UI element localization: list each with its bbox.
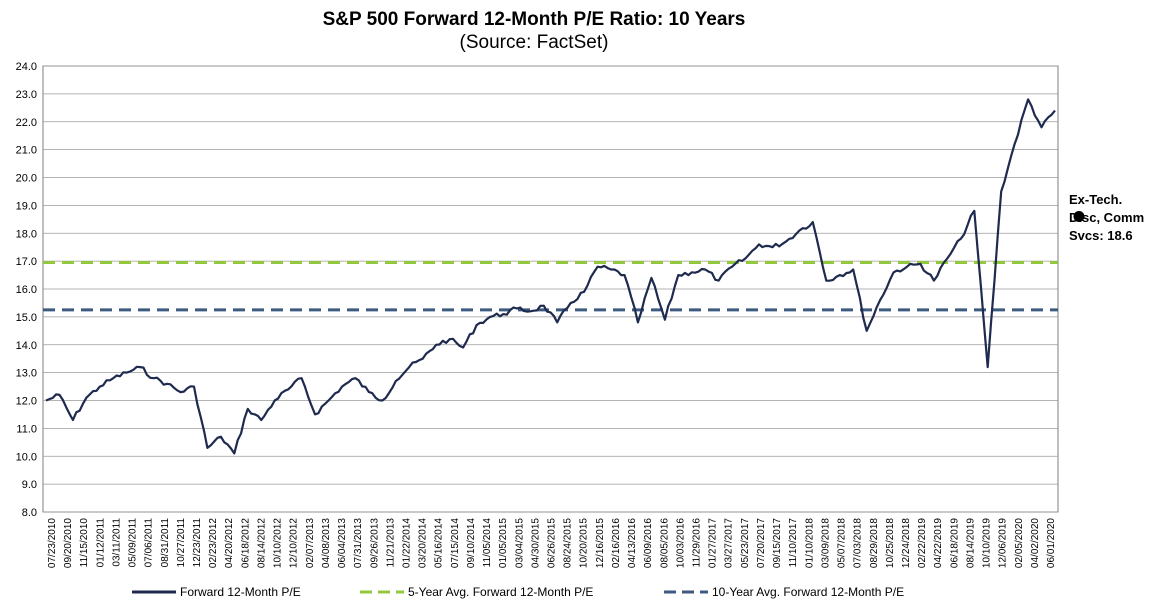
x-tick-label: 07/03/2018 [853, 518, 864, 568]
x-tick-label: 05/23/2017 [740, 518, 751, 568]
x-tick-label: 06/09/2016 [643, 518, 654, 568]
x-tick-label: 04/02/2020 [1030, 518, 1041, 568]
annotation-marker [1073, 211, 1085, 223]
y-tick-label: 10.0 [16, 451, 37, 463]
x-tick-label: 11/10/2017 [788, 518, 799, 568]
y-tick-label: 19.0 [16, 200, 37, 212]
x-tick-label: 08/29/2018 [869, 518, 880, 568]
x-tick-label: 12/06/2019 [998, 518, 1009, 568]
x-tick-label: 06/18/2012 [240, 518, 251, 568]
x-tick-label: 10/10/2019 [982, 518, 993, 568]
y-tick-label: 8.0 [22, 507, 37, 519]
x-tick-label: 12/16/2015 [595, 518, 606, 568]
annotation-line-3: Svcs: 18.6 [1069, 228, 1133, 243]
y-tick-label: 14.0 [16, 340, 37, 352]
x-tick-label: 03/27/2017 [724, 518, 735, 568]
y-tick-label: 21.0 [16, 145, 37, 157]
legend-label-pe: Forward 12-Month P/E [180, 585, 301, 599]
x-tick-label: 03/09/2018 [820, 518, 831, 568]
x-tick-label: 05/16/2014 [434, 518, 445, 568]
x-tick-label: 04/13/2016 [627, 518, 638, 568]
x-tick-label: 05/07/2018 [837, 518, 848, 568]
x-tick-label: 10/03/2016 [675, 518, 686, 568]
average-lines [43, 261, 1058, 312]
x-tick-label: 02/07/2013 [305, 518, 316, 568]
y-tick-label: 15.0 [16, 312, 37, 324]
x-tick-label: 05/09/2011 [128, 518, 139, 568]
x-tick-label: 10/20/2015 [579, 518, 590, 568]
x-tick-label: 10/25/2018 [885, 518, 896, 568]
x-tick-label: 07/31/2013 [353, 518, 364, 568]
x-tick-label: 10/10/2012 [273, 518, 284, 568]
forward-pe-line [45, 98, 1056, 455]
chart-title: S&P 500 Forward 12-Month P/E Ratio: 10 Y… [323, 9, 746, 30]
x-tick-label: 09/15/2017 [772, 518, 783, 568]
x-tick-label: 06/01/2020 [1046, 518, 1057, 568]
x-tick-label: 02/05/2020 [1014, 518, 1025, 568]
chart-subtitle: (Source: FactSet) [460, 32, 609, 53]
y-tick-label: 20.0 [16, 173, 37, 185]
y-tick-label: 11.0 [16, 423, 37, 435]
x-tick-label: 11/15/2010 [79, 518, 90, 568]
x-tick-label: 10/27/2011 [176, 518, 187, 568]
pe-series [45, 98, 1056, 455]
x-tick-label: 08/14/2019 [965, 518, 976, 568]
x-tick-label: 08/31/2011 [160, 518, 171, 568]
y-tick-label: 22.0 [16, 117, 37, 129]
x-tick-label: 01/22/2014 [401, 518, 412, 568]
y-tick-label: 18.0 [16, 228, 37, 240]
x-tick-label: 06/26/2015 [547, 518, 558, 568]
x-tick-label: 06/04/2013 [337, 518, 348, 568]
x-tick-label: 04/20/2012 [224, 518, 235, 568]
x-tick-label: 02/16/2016 [611, 518, 622, 568]
y-tick-label: 9.0 [22, 479, 37, 491]
x-tick-label: 08/14/2012 [256, 518, 267, 568]
x-tick-label: 12/10/2012 [289, 518, 300, 568]
x-tick-label: 06/18/2019 [949, 518, 960, 568]
y-tick-label: 12.0 [16, 396, 37, 408]
ex-tech-annotation: Ex-Tech. Disc, Comm Svcs: 18.6 [1069, 192, 1144, 243]
x-tick-label: 02/22/2019 [917, 518, 928, 568]
x-tick-label: 08/05/2016 [659, 518, 670, 568]
x-tick-label: 09/26/2013 [369, 518, 380, 568]
legend-label-10yr: 10-Year Avg. Forward 12-Month P/E [712, 585, 904, 599]
y-tick-label: 24.0 [16, 61, 37, 73]
x-tick-label: 03/20/2014 [418, 518, 429, 568]
legend: Forward 12-Month P/E 5-Year Avg. Forward… [132, 585, 904, 599]
x-tick-label: 09/10/2014 [466, 518, 477, 568]
annotation-line-1: Ex-Tech. [1069, 192, 1122, 207]
y-axis: 24.0 23.0 22.0 21.0 20.0 19.0 18.0 17.0 16.0 15.0… [16, 61, 37, 519]
x-tick-label: 03/11/2011 [111, 518, 122, 567]
y-tick-label: 16.0 [16, 284, 37, 296]
x-tick-label: 12/23/2011 [192, 518, 203, 568]
x-tick-label: 09/20/2010 [63, 518, 74, 568]
y-tick-label: 23.0 [16, 89, 37, 101]
x-tick-label: 07/23/2010 [47, 518, 58, 568]
x-tick-label: 04/22/2019 [933, 518, 944, 568]
x-tick-label: 11/21/2013 [385, 518, 396, 568]
legend-label-5yr: 5-Year Avg. Forward 12-Month P/E [408, 585, 593, 599]
x-tick-label: 01/27/2017 [708, 518, 719, 568]
x-tick-label: 04/30/2015 [530, 518, 541, 568]
x-tick-label: 11/29/2016 [692, 518, 703, 568]
x-tick-label: 12/24/2018 [901, 518, 912, 568]
x-tick-label: 07/20/2017 [756, 518, 767, 568]
x-axis: 07/23/2010 09/20/2010 11/15/2010 01/12/2011… [47, 518, 1057, 568]
x-tick-label: 01/12/2011 [95, 518, 106, 568]
x-tick-label: 07/15/2014 [450, 518, 461, 568]
y-tick-label: 13.0 [16, 368, 37, 380]
x-tick-label: 08/24/2015 [563, 518, 574, 568]
x-tick-label: 02/23/2012 [208, 518, 219, 568]
x-tick-label: 03/04/2015 [514, 518, 525, 568]
y-tick-label: 17.0 [16, 256, 37, 268]
x-tick-label: 04/08/2013 [321, 518, 332, 568]
x-tick-label: 01/10/2018 [804, 518, 815, 568]
annotation-line-2: Disc, Comm [1069, 210, 1144, 225]
x-tick-label: 11/05/2014 [482, 518, 493, 568]
x-tick-label: 01/05/2015 [498, 518, 509, 568]
gridlines [43, 65, 1058, 513]
x-tick-label: 07/06/2011 [144, 518, 155, 568]
